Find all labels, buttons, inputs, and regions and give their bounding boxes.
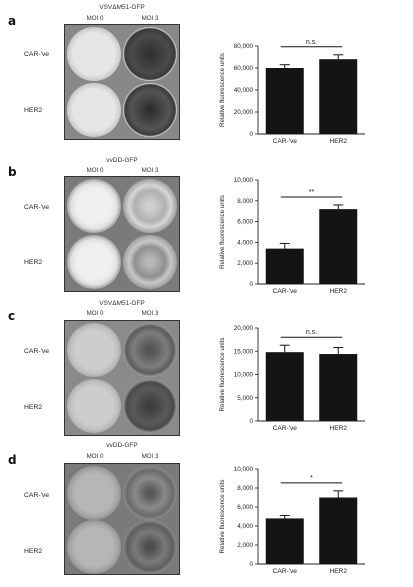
y-tick-label: 0 — [249, 281, 253, 288]
y-tick-label: 10,000 — [234, 466, 254, 473]
moi-label-0: MOI 0 — [86, 15, 104, 22]
well-moi3-car — [123, 323, 177, 377]
well-moi0-her2 — [67, 235, 121, 289]
well-moi3-her2 — [123, 235, 177, 289]
y-axis-label: Relative fluorescence units — [219, 480, 226, 554]
y-tick-label: 8,000 — [237, 485, 253, 492]
y-axis-label: Relative fluorescence units — [219, 338, 226, 412]
y-tick-label: 15,000 — [234, 348, 254, 355]
y-axis-label: Relative fluorescence units — [219, 53, 226, 127]
virus-label: vvDD-GFP — [106, 157, 138, 164]
panel-a: a VSVΔM51-GFP MOI 0 MOI 3 CAR-'ve HER2 0… — [0, 0, 413, 145]
y-tick-label: 60,000 — [234, 65, 254, 72]
x-tick-label: HER2 — [329, 568, 347, 575]
moi-label-0: MOI 0 — [86, 310, 104, 317]
well-moi0-car — [67, 323, 121, 377]
y-tick-label: 6,000 — [237, 504, 253, 511]
bar-chart-c: 0 5,000 10,000 15,000 20,000 Relative fluores… — [219, 325, 365, 432]
significance-label: ** — [309, 189, 315, 196]
row-label-her2: HER2 — [24, 259, 43, 266]
y-tick-label: 40,000 — [234, 87, 254, 94]
y-tick-label: 2,000 — [237, 542, 253, 549]
well-moi0-her2 — [67, 379, 121, 433]
bar — [319, 59, 358, 135]
moi-label-0: MOI 0 — [86, 453, 104, 460]
well-moi3-car — [123, 27, 177, 81]
virus-label: VSVΔM51-GFP — [99, 300, 145, 307]
y-tick-label: 20,000 — [234, 325, 254, 332]
moi-label-3: MOI 3 — [141, 167, 159, 174]
row-label-her2: HER2 — [24, 107, 43, 114]
panel-letter: c — [8, 309, 16, 323]
well-moi3-her2 — [123, 379, 177, 433]
y-tick-label: 80,000 — [234, 43, 254, 50]
row-label-her2: HER2 — [24, 548, 43, 555]
well-moi0-car — [67, 466, 121, 520]
bar — [265, 352, 304, 421]
bar-chart-a: 0 20,000 40,000 60,000 80,000 Relative fluore… — [219, 39, 365, 145]
bar — [265, 518, 304, 564]
y-tick-label: 4,000 — [237, 523, 253, 530]
well-moi0-her2 — [67, 83, 121, 137]
y-tick-label: 5,000 — [237, 395, 253, 402]
bar — [265, 68, 304, 134]
well-moi3-car — [123, 466, 177, 520]
y-tick-label: 2,000 — [237, 260, 253, 267]
bar-chart-d: 0 2,000 4,000 6,000 8,000 10,000 Relative fluo… — [219, 466, 365, 575]
significance-label: n.s. — [306, 39, 317, 46]
well-moi3-car — [123, 179, 177, 233]
panel-letter: d — [8, 453, 17, 467]
moi-label-3: MOI 3 — [141, 15, 159, 22]
bar — [319, 209, 358, 284]
y-tick-label: 8,000 — [237, 198, 253, 205]
panel-c: c VSVΔM51-GFP MOI 0 MOI 3 CAR-'ve HER2 0… — [0, 300, 413, 440]
moi-label-3: MOI 3 — [141, 310, 159, 317]
bar-chart-b: 0 2,000 4,000 6,000 8,000 10,000 Relative fluo… — [219, 177, 365, 295]
bar — [319, 497, 358, 564]
y-tick-label: 0 — [249, 131, 253, 138]
y-tick-label: 0 — [249, 561, 253, 568]
x-tick-label: CAR-'ve — [273, 288, 298, 295]
row-label-car: CAR-'ve — [24, 51, 50, 58]
y-tick-label: 10,000 — [234, 372, 254, 379]
y-tick-label: 20,000 — [234, 109, 254, 116]
moi-label-0: MOI 0 — [86, 167, 104, 174]
row-label-her2: HER2 — [24, 404, 43, 411]
well-plate — [64, 24, 180, 140]
bar — [265, 248, 304, 284]
virus-label: vvDD-GFP — [106, 442, 138, 449]
row-label-car: CAR-'ve — [24, 348, 50, 355]
well-plate — [64, 176, 180, 292]
x-tick-label: HER2 — [329, 425, 347, 432]
x-tick-label: HER2 — [329, 288, 347, 295]
y-tick-label: 0 — [249, 418, 253, 425]
significance-label: n.s. — [306, 329, 317, 336]
y-axis-label: Relative fluorescence units — [219, 195, 226, 269]
well-moi0-her2 — [67, 520, 121, 574]
row-label-car: CAR-'ve — [24, 492, 50, 499]
y-tick-label: 4,000 — [237, 239, 253, 246]
well-plate — [64, 320, 180, 436]
well-moi0-car — [67, 179, 121, 233]
y-tick-label: 10,000 — [234, 177, 254, 184]
well-moi3-her2 — [123, 83, 177, 137]
x-tick-label: CAR-'ve — [273, 425, 298, 432]
well-plate — [64, 463, 180, 575]
panel-letter: a — [8, 14, 17, 28]
significance-label: * — [310, 475, 313, 482]
virus-label: VSVΔM51-GFP — [99, 4, 145, 11]
x-tick-label: CAR-'ve — [273, 138, 298, 145]
y-tick-label: 6,000 — [237, 219, 253, 226]
bar — [319, 354, 358, 421]
moi-label-3: MOI 3 — [141, 453, 159, 460]
panel-b: b vvDD-GFP MOI 0 MOI 3 CAR-'ve HER2 0 2,0… — [0, 157, 413, 300]
panel-d: d vvDD-GFP MOI 0 MOI 3 CAR-'ve HER2 0 2,0… — [0, 440, 413, 580]
panel-letter: b — [8, 165, 17, 179]
x-tick-label: CAR-'ve — [273, 568, 298, 575]
well-moi0-car — [67, 27, 121, 81]
row-label-car: CAR-'ve — [24, 204, 50, 211]
x-tick-label: HER2 — [329, 138, 347, 145]
well-moi3-her2 — [123, 520, 177, 574]
